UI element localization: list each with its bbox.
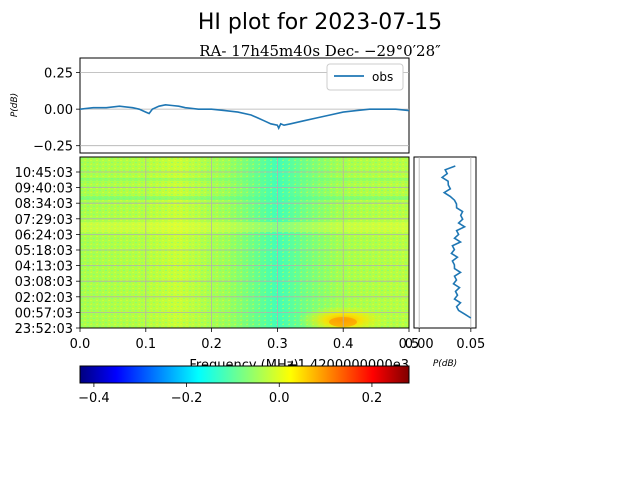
spectrum-y-label: P(dB): [10, 93, 20, 117]
spectrum-series-line: [79, 103, 410, 131]
side-axes: [413, 156, 477, 329]
spectrum-legend: obs: [326, 63, 404, 91]
spectrum-y-ticks: −0.25 0.00 0.25: [33, 67, 80, 155]
side-x-label: P(dB): [433, 359, 457, 369]
waterfall-y-tick-label: 09:40:03: [15, 182, 73, 197]
waterfall-y-tick-label: 00:57:03: [15, 306, 73, 321]
colorbar-tick-label: −0.4: [78, 391, 110, 406]
waterfall-x-tick-label: 0.0: [70, 337, 91, 352]
legend-label: obs: [372, 70, 393, 84]
colorbar-tick-label: −0.2: [171, 391, 203, 406]
waterfall-x-tick-label: 0.5: [399, 337, 420, 352]
figure-title: HI plot for 2023-07-15: [198, 10, 442, 35]
spectrum-y-tick-label: 0.00: [44, 103, 73, 118]
spectrum-y-tick-label: −0.25: [33, 140, 73, 155]
waterfall-y-tick-label: 02:02:03: [15, 291, 73, 306]
side-x-tick-label: 0.00: [405, 337, 434, 352]
waterfall-y-tick-label: 10:45:03: [15, 166, 73, 181]
waterfall-y-tick-label: 23:52:03: [15, 322, 73, 337]
legend-box: [326, 63, 404, 91]
colorbar-ticks: −0.4 −0.2 0.0 0.2: [78, 383, 382, 406]
waterfall-y-ticks: 10:45:0309:40:0308:34:0307:29:0306:24:03…: [15, 166, 80, 337]
figure-subtitle: RA- 17h45m40s Dec- −29°0′28″: [199, 42, 441, 60]
waterfall-x-ticks: 0.0 0.1 0.2 0.3 0.4 0.5: [70, 328, 420, 352]
side-power-panel: 0.00 0.05 P(dB): [405, 156, 485, 369]
waterfall-y-tick-label: 07:29:03: [15, 213, 73, 228]
waterfall-x-tick-label: 0.1: [135, 337, 156, 352]
side-x-ticks: 0.00 0.05: [405, 328, 485, 352]
waterfall-image: [80, 157, 409, 328]
side-grid: [418, 157, 472, 328]
waterfall-x-tick-label: 0.4: [333, 337, 354, 352]
spectrum-y-tick-label: 0.25: [44, 67, 73, 82]
waterfall-x-tick-label: 0.2: [201, 337, 222, 352]
waterfall-y-tick-label: 03:08:03: [15, 275, 73, 290]
colorbar-tick-label: 0.0: [269, 391, 290, 406]
waterfall-y-tick-label: 08:34:03: [15, 197, 73, 212]
waterfall-axes: [79, 156, 410, 329]
waterfall-y-tick-label: 05:18:03: [15, 244, 73, 259]
spectrum-panel: −0.25 0.00 0.25 P(dB) obs: [10, 57, 410, 155]
waterfall-y-tick-label: 04:13:03: [15, 260, 73, 275]
colorbar-tick-label: 0.2: [362, 391, 383, 406]
colorbar: −0.4 −0.2 0.0 0.2: [78, 365, 410, 406]
side-series-line: [440, 165, 472, 319]
waterfall-x-tick-label: 0.3: [267, 337, 288, 352]
side-x-tick-label: 0.05: [456, 337, 485, 352]
waterfall-panel: 0.0 0.1 0.2 0.3 0.4 0.5 10:45:0309:40:0308:34…: [15, 156, 420, 373]
colorbar-gradient: [79, 365, 410, 384]
waterfall-y-tick-label: 06:24:03: [15, 228, 73, 243]
